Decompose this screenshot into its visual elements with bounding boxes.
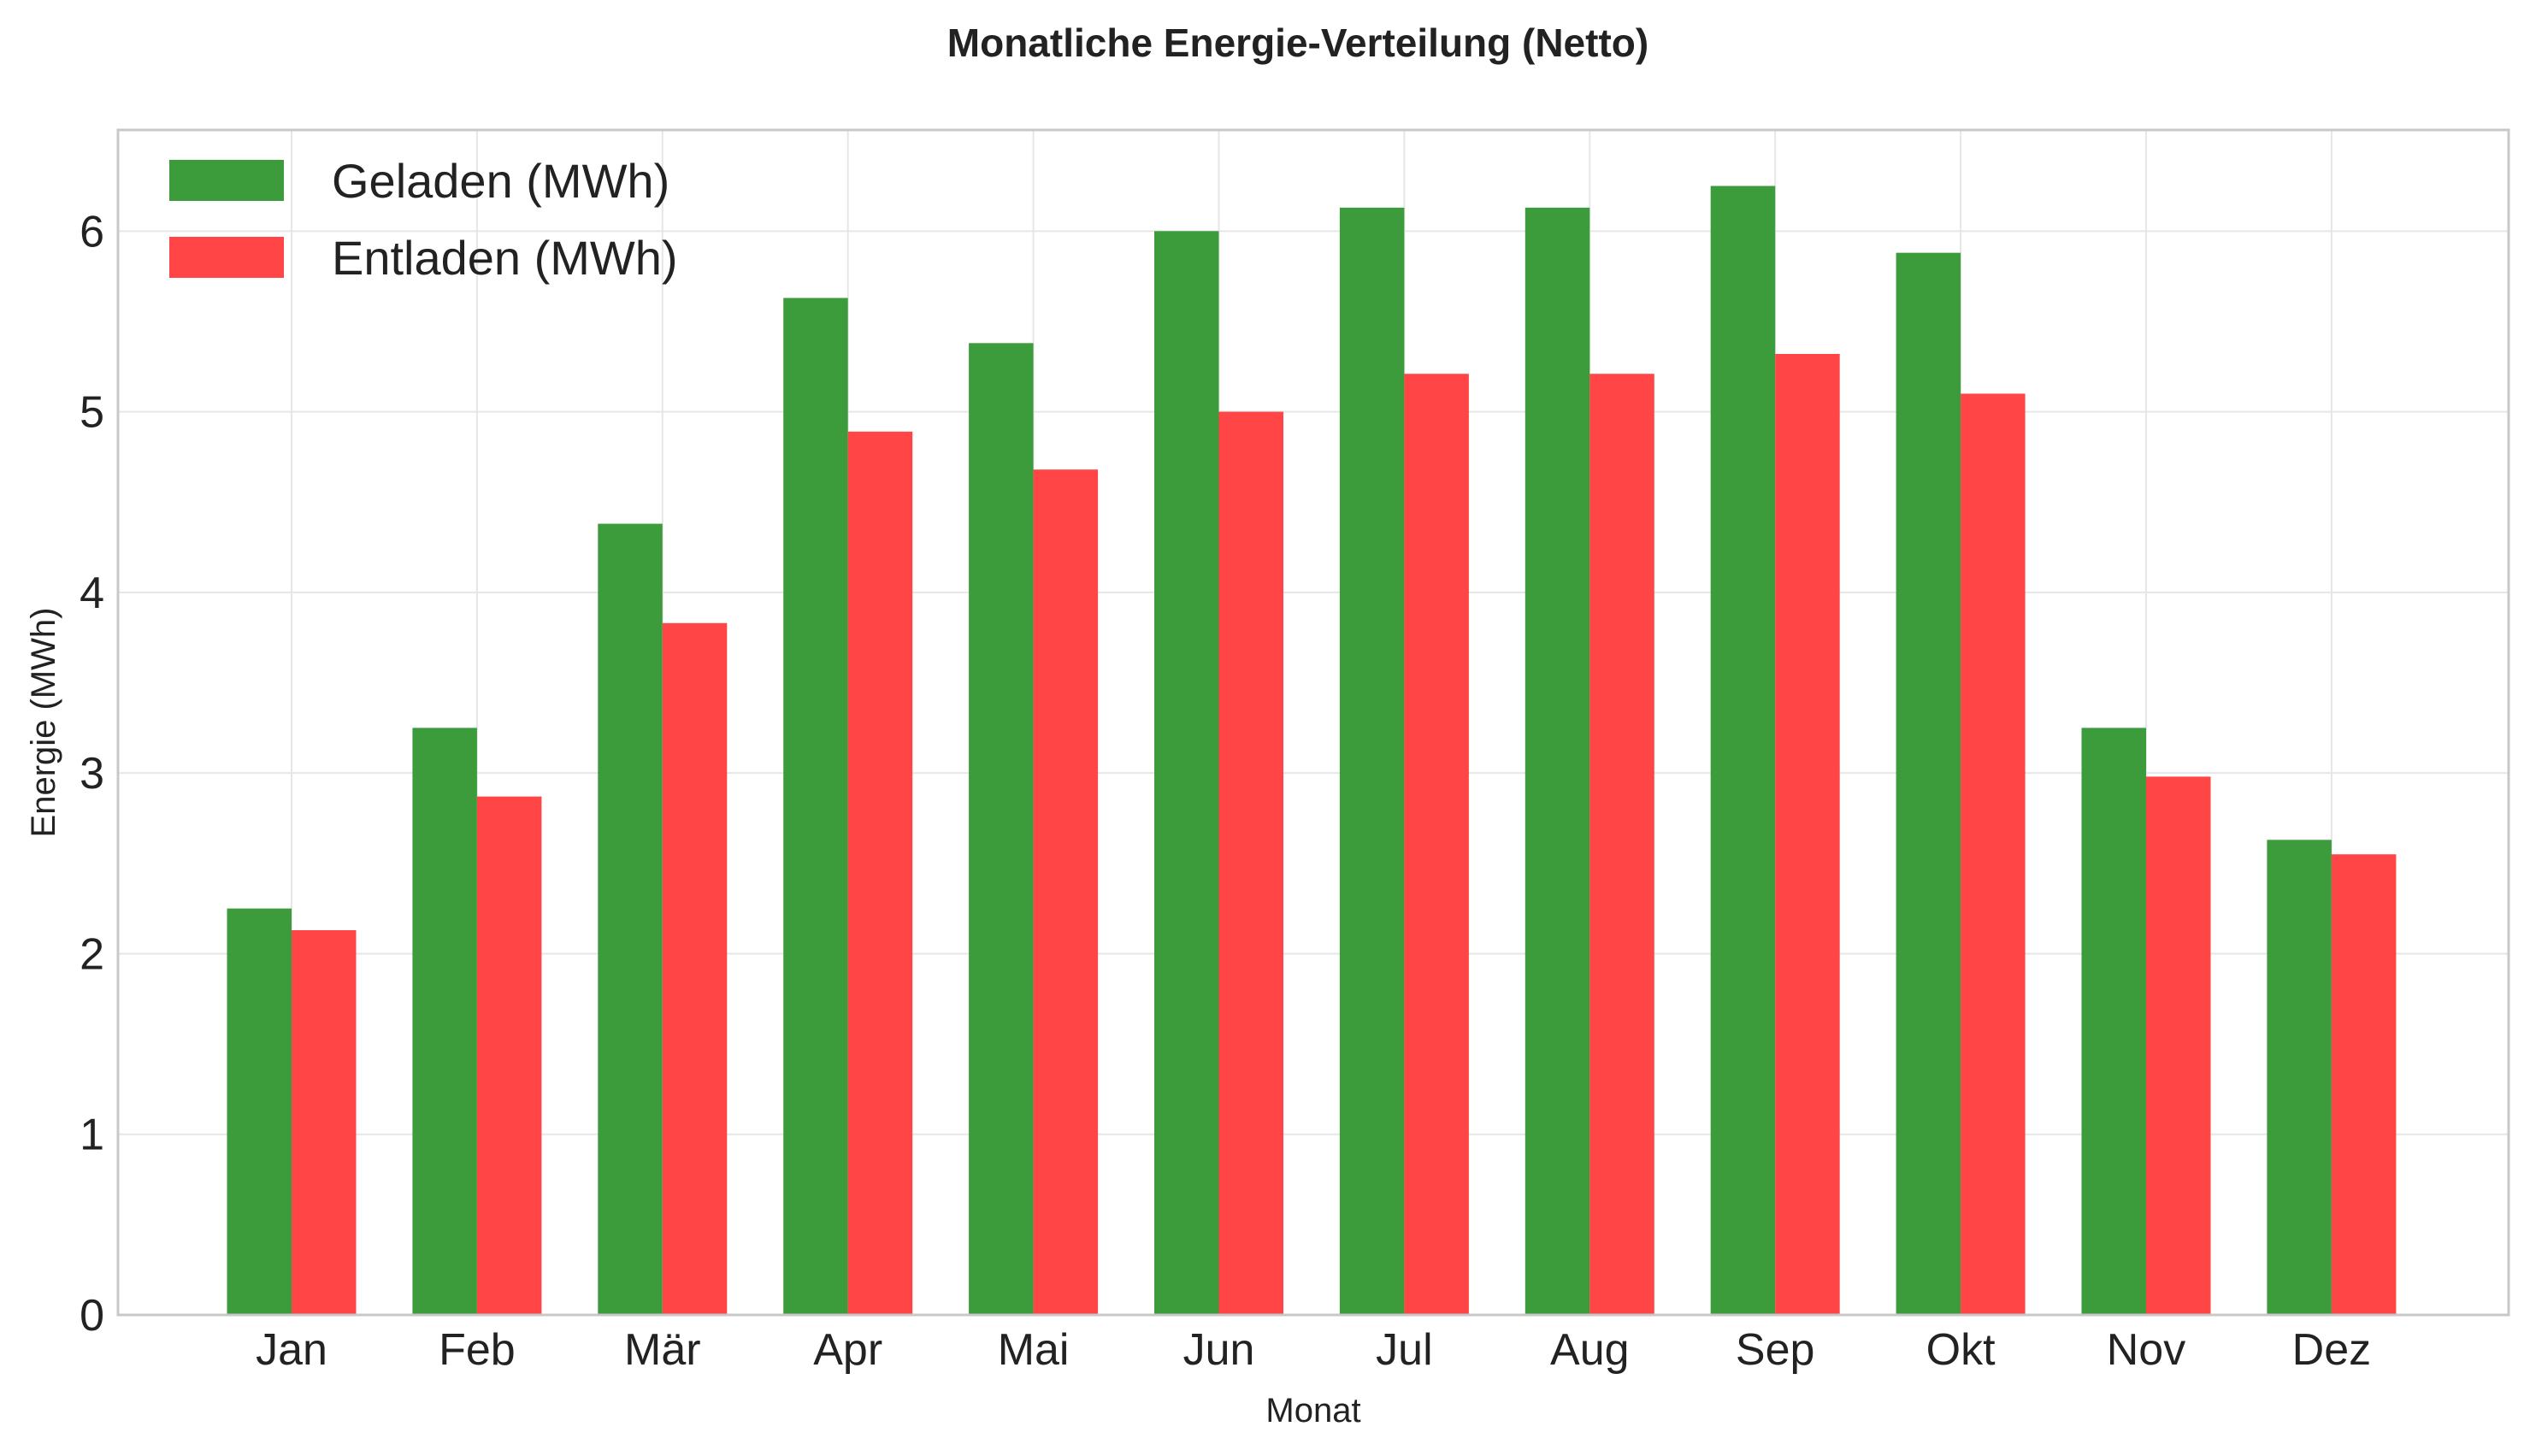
y-tick-label: 4	[80, 569, 104, 618]
bar-geladen-jun	[1154, 231, 1219, 1315]
legend-label-geladen: Geladen (MWh)	[332, 154, 669, 208]
bar-entladen-mai	[1033, 469, 1099, 1315]
x-tick-label: Nov	[2107, 1325, 2185, 1375]
y-tick-labels: 0 1 2 3 4 5 6	[80, 207, 104, 1341]
legend-swatch-geladen	[169, 160, 284, 201]
x-axis-label: Monat	[1265, 1392, 1360, 1429]
bar-geladen-apr	[783, 298, 848, 1315]
bar-geladen-jan	[227, 908, 292, 1315]
bar-geladen-okt	[1896, 252, 1961, 1315]
chart-title: Monatliche Energie-Verteilung (Netto)	[947, 21, 1648, 65]
y-tick-label: 6	[80, 207, 104, 256]
x-tick-label: Jan	[256, 1325, 327, 1375]
bar-entladen-aug	[1589, 374, 1654, 1316]
bar-geladen-dez	[2267, 840, 2332, 1315]
y-tick-label: 3	[80, 749, 104, 799]
legend: Geladen (MWh) Entladen (MWh)	[169, 154, 678, 285]
x-tick-label: Jun	[1183, 1325, 1255, 1375]
bar-entladen-dez	[2331, 854, 2397, 1315]
bar-entladen-apr	[847, 431, 913, 1316]
y-tick-label: 5	[80, 388, 104, 438]
x-tick-label: Mär	[624, 1325, 701, 1375]
bar-geladen-feb	[412, 728, 477, 1315]
bar-entladen-jul	[1404, 374, 1469, 1316]
x-tick-label: Jul	[1376, 1325, 1432, 1375]
x-tick-label: Apr	[813, 1325, 882, 1375]
y-tick-label: 0	[80, 1291, 104, 1341]
bar-entladen-jun	[1218, 411, 1283, 1316]
plot-frame	[116, 128, 2510, 1317]
y-axis-label: Energie (MWh)	[25, 608, 62, 838]
bar-entladen-nov	[2146, 776, 2211, 1315]
bar-entladen-okt	[1961, 393, 2026, 1316]
bar-entladen-mär	[662, 622, 728, 1315]
x-tick-label: Aug	[1550, 1325, 1630, 1375]
bar-entladen-feb	[476, 796, 542, 1315]
bar-entladen-jan	[292, 929, 357, 1315]
bars	[227, 186, 2397, 1316]
x-tick-label: Mai	[998, 1325, 1070, 1375]
x-tick-label: Okt	[1926, 1325, 1996, 1375]
y-tick-label: 2	[80, 929, 104, 979]
x-tick-label: Sep	[1736, 1325, 1815, 1375]
x-tick-label: Dez	[2292, 1325, 2371, 1375]
bar-geladen-aug	[1524, 207, 1590, 1316]
x-tick-labels: Jan Feb Mär Apr Mai Jun Jul Aug Sep Okt Nov Dez	[256, 1325, 2371, 1375]
y-tick-label: 1	[80, 1111, 104, 1160]
bar-geladen-sep	[1710, 186, 1776, 1315]
x-tick-label: Feb	[439, 1325, 516, 1375]
bar-geladen-mai	[969, 343, 1034, 1315]
bar-geladen-jul	[1339, 207, 1405, 1316]
bar-entladen-sep	[1775, 353, 1840, 1315]
legend-label-entladen: Entladen (MWh)	[332, 231, 678, 285]
legend-swatch-entladen	[169, 237, 284, 278]
bar-geladen-mär	[598, 523, 663, 1315]
bar-geladen-nov	[2081, 728, 2146, 1315]
